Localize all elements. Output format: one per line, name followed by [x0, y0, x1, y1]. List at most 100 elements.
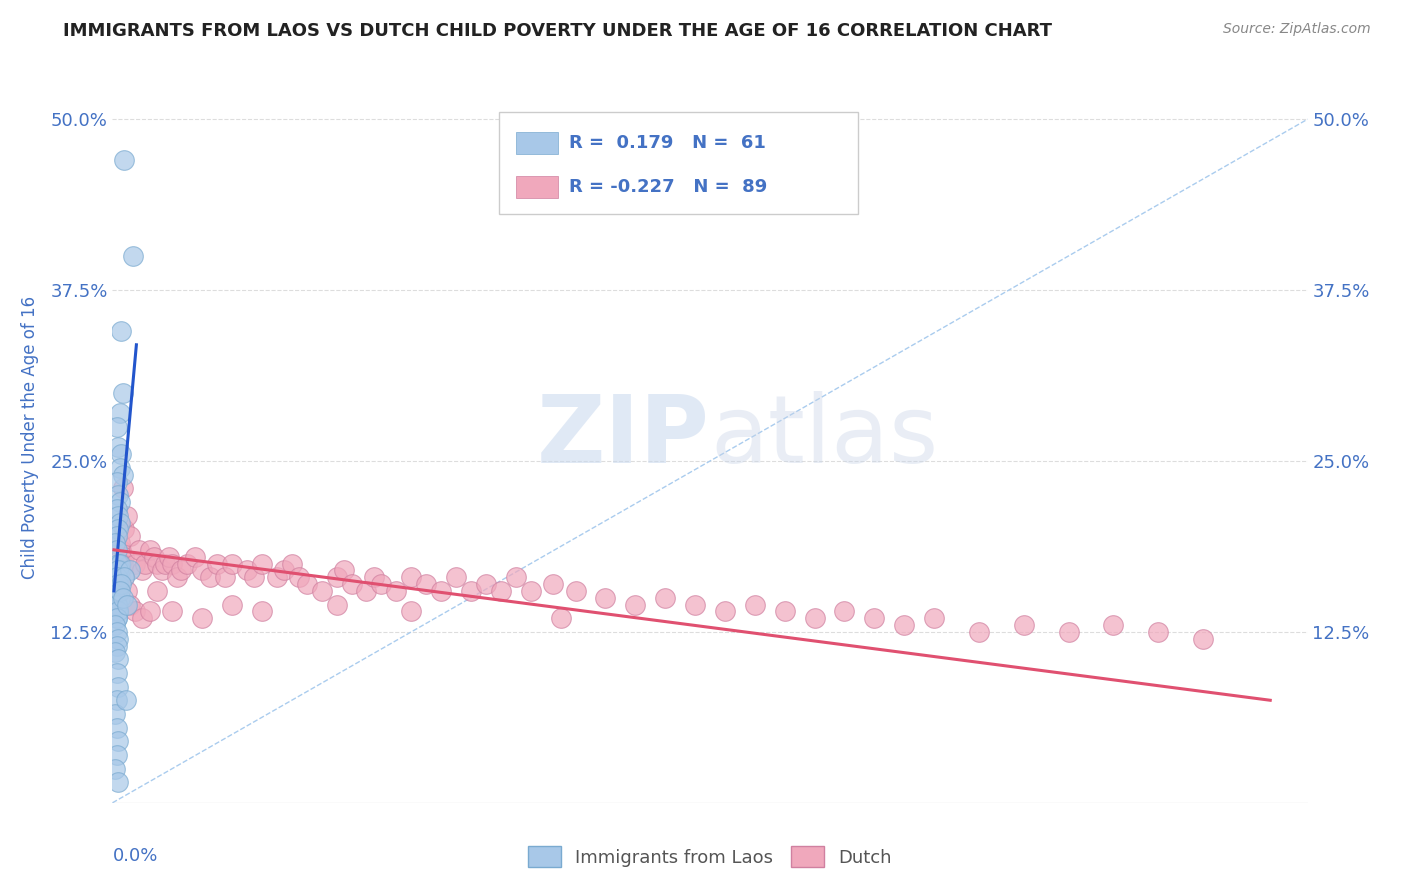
Point — [236, 563, 259, 577]
Point — [105, 693, 128, 707]
Point — [385, 583, 408, 598]
Text: Source: ZipAtlas.com: Source: ZipAtlas.com — [1223, 22, 1371, 37]
Point — [114, 570, 135, 584]
Point — [1147, 624, 1170, 639]
Point — [325, 598, 347, 612]
Point — [107, 440, 129, 454]
Point — [105, 570, 128, 584]
Point — [1102, 618, 1125, 632]
Point — [922, 611, 945, 625]
Point — [370, 577, 392, 591]
Point — [108, 460, 131, 475]
Point — [198, 570, 221, 584]
Text: R =  0.179   N =  61: R = 0.179 N = 61 — [569, 134, 766, 152]
Point — [107, 563, 129, 577]
Point — [250, 604, 273, 618]
Point — [111, 467, 134, 482]
Point — [105, 501, 128, 516]
Legend: Immigrants from Laos, Dutch: Immigrants from Laos, Dutch — [522, 839, 898, 874]
Point — [139, 542, 162, 557]
Point — [108, 406, 131, 420]
Point — [401, 570, 423, 584]
Point — [295, 577, 318, 591]
Point — [107, 680, 129, 694]
Point — [114, 153, 135, 168]
Point — [281, 557, 304, 571]
Text: ZIP: ZIP — [537, 391, 710, 483]
Point — [205, 557, 228, 571]
Point — [273, 563, 295, 577]
Point — [107, 557, 129, 571]
Point — [714, 604, 737, 618]
Point — [108, 557, 131, 571]
Point — [430, 583, 453, 598]
Point — [489, 583, 512, 598]
Point — [128, 542, 150, 557]
Point — [150, 563, 173, 577]
Point — [105, 583, 128, 598]
Text: R = -0.227   N =  89: R = -0.227 N = 89 — [569, 178, 768, 196]
Point — [105, 598, 128, 612]
Point — [550, 611, 572, 625]
Point — [624, 598, 647, 612]
Text: 0.0%: 0.0% — [112, 847, 157, 864]
Point — [117, 508, 139, 523]
Point — [108, 563, 131, 577]
Point — [108, 536, 131, 550]
Point — [105, 611, 128, 625]
Point — [111, 557, 134, 571]
Point — [333, 563, 356, 577]
Point — [120, 529, 142, 543]
Point — [744, 598, 766, 612]
Point — [107, 508, 129, 523]
Point — [221, 598, 243, 612]
Point — [108, 570, 131, 584]
Point — [325, 570, 347, 584]
Point — [117, 598, 139, 612]
Point — [104, 536, 127, 550]
Point — [110, 324, 132, 338]
Point — [107, 522, 129, 536]
Point — [893, 618, 915, 632]
Point — [114, 522, 135, 536]
Point — [107, 488, 129, 502]
Point — [176, 557, 198, 571]
Point — [401, 604, 423, 618]
Point — [105, 611, 128, 625]
Point — [214, 570, 236, 584]
Point — [834, 604, 856, 618]
Point — [107, 734, 129, 748]
Point — [105, 420, 128, 434]
Text: atlas: atlas — [710, 391, 938, 483]
Point — [146, 583, 169, 598]
Point — [107, 577, 129, 591]
Point — [221, 557, 243, 571]
Point — [105, 542, 128, 557]
Point — [120, 563, 142, 577]
Point — [311, 583, 333, 598]
Point — [108, 495, 131, 509]
Point — [157, 549, 180, 564]
Point — [107, 583, 129, 598]
Point — [266, 570, 288, 584]
Point — [564, 583, 586, 598]
Point — [107, 632, 129, 646]
Point — [104, 645, 127, 659]
Point — [107, 577, 129, 591]
Point — [104, 706, 127, 721]
Point — [153, 557, 176, 571]
Point — [104, 762, 127, 776]
Point — [105, 665, 128, 680]
Point — [288, 570, 311, 584]
Point — [105, 624, 128, 639]
Point — [110, 447, 132, 461]
Point — [105, 747, 128, 762]
Point — [134, 557, 156, 571]
Point — [111, 481, 134, 495]
Point — [166, 570, 188, 584]
Point — [243, 570, 266, 584]
Point — [108, 583, 131, 598]
Point — [110, 557, 132, 571]
Point — [131, 611, 153, 625]
Point — [1012, 618, 1035, 632]
